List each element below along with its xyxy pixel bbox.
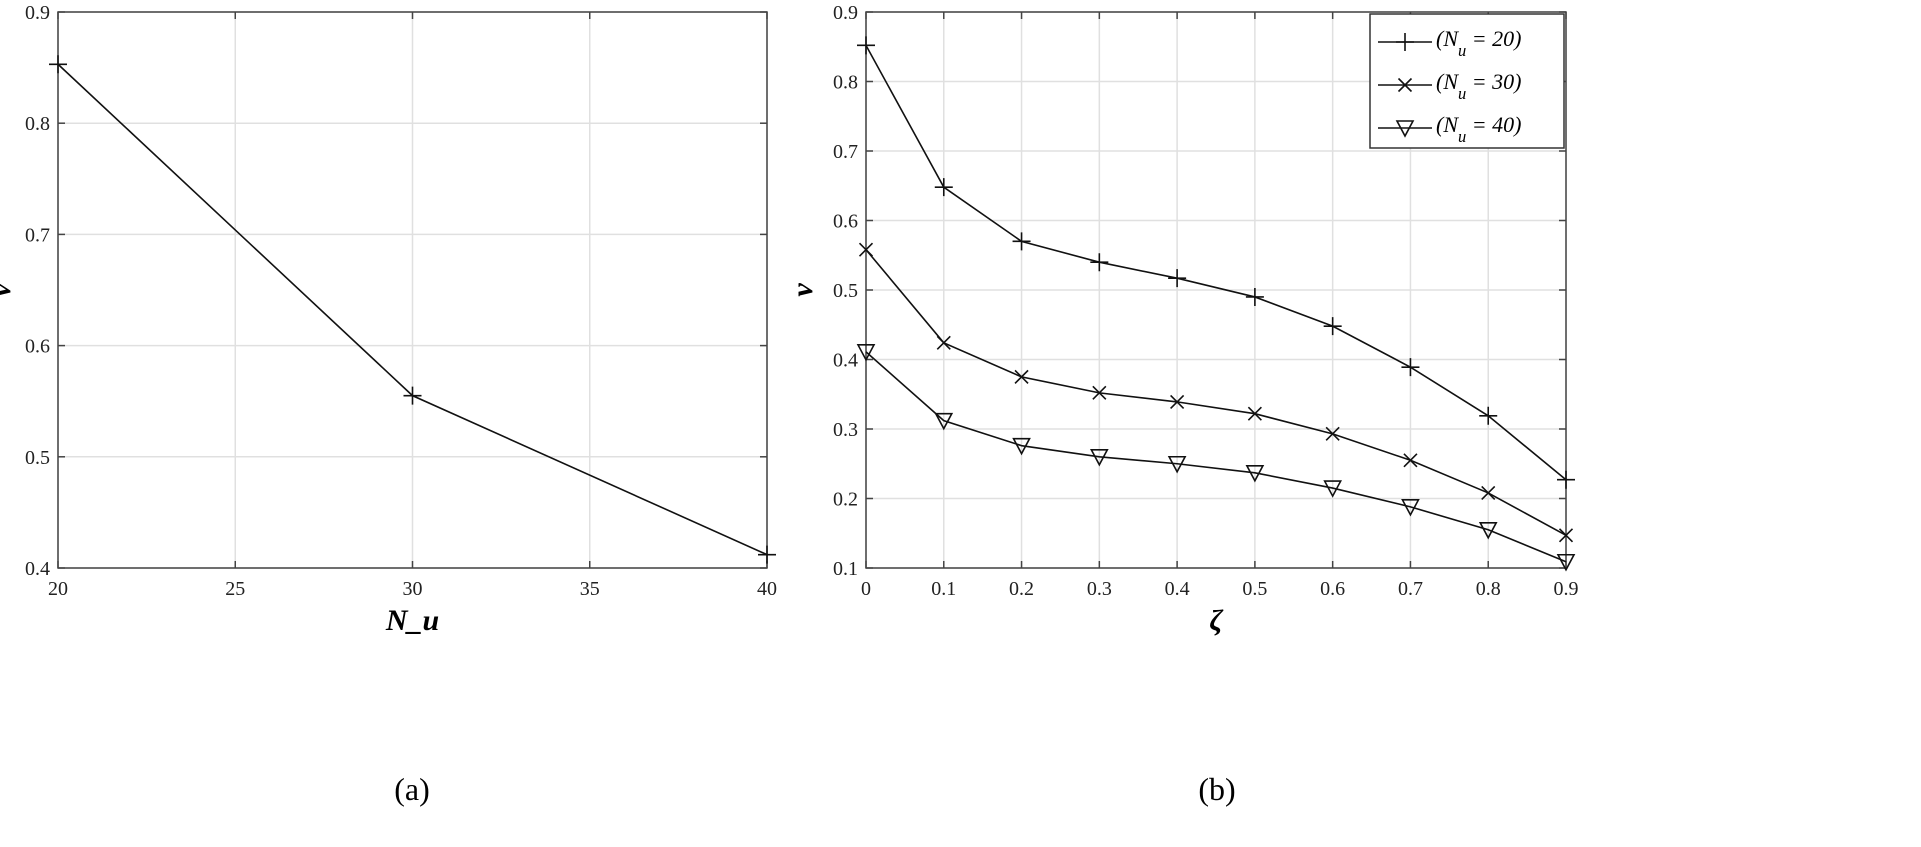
x-tick-label: 30	[403, 578, 423, 600]
panel-label: (a)	[394, 771, 430, 807]
series-1	[858, 242, 1574, 543]
cross-marker	[858, 242, 874, 257]
cross-marker	[1014, 369, 1029, 384]
x-tick-label: 0.4	[1165, 578, 1190, 600]
series-2	[856, 344, 1576, 572]
plus-marker	[1479, 406, 1498, 425]
x-tick-label: 0.9	[1554, 578, 1579, 600]
cross-marker	[1397, 77, 1413, 93]
y-tick-label: 0.8	[25, 113, 50, 135]
plus-marker	[1090, 253, 1109, 272]
y-tick-label: 0.5	[25, 447, 50, 469]
x-axis-label: N_u	[385, 604, 439, 637]
x-tick-label: 0.2	[1009, 578, 1034, 600]
legend-box	[1369, 13, 1565, 149]
cross-marker	[1092, 385, 1107, 400]
cross-marker	[1170, 394, 1185, 409]
plus-marker	[1323, 317, 1342, 336]
triangle-down-marker	[1401, 499, 1420, 517]
series-line	[865, 249, 1567, 537]
y-tick-label: 0.8	[833, 72, 858, 94]
plus-marker	[758, 545, 776, 564]
triangle-down-marker	[1556, 553, 1576, 572]
triangle-down-marker	[934, 412, 954, 431]
cross-marker	[1325, 426, 1340, 441]
triangle-down-marker	[1012, 437, 1031, 456]
y-tick-label: 0.5	[833, 280, 858, 302]
series-0	[49, 55, 776, 564]
y-tick-label: 0.6	[833, 211, 858, 233]
plus-marker	[1012, 232, 1031, 251]
cross-marker	[1481, 485, 1496, 501]
triangle-down-marker	[1478, 521, 1498, 540]
y-tick-label: 0.7	[833, 141, 858, 163]
x-tick-label: 40	[757, 578, 777, 600]
y-tick-label: 0.1	[833, 558, 858, 580]
triangle-down-marker	[1245, 464, 1265, 483]
y-tick-label: 0.7	[25, 224, 50, 246]
plus-marker	[934, 178, 953, 197]
plus-marker	[403, 386, 422, 405]
y-tick-label: 0.9	[833, 2, 858, 24]
y-tick-label: 0.9	[25, 2, 50, 24]
x-tick-label: 0.3	[1087, 578, 1112, 600]
cross-marker	[936, 335, 951, 350]
x-tick-label: 20	[48, 578, 68, 600]
triangle-down-marker	[1089, 449, 1109, 467]
plus-marker	[1401, 358, 1420, 377]
plus-marker	[49, 55, 67, 74]
plus-marker	[1396, 33, 1414, 51]
plus-marker	[1168, 269, 1187, 288]
plus-marker	[1557, 470, 1575, 489]
cross-marker	[1247, 406, 1262, 421]
triangle-down-marker	[1167, 455, 1187, 474]
plus-marker	[857, 36, 875, 55]
x-tick-label: 0.1	[931, 578, 956, 600]
x-tick-label: 35	[580, 578, 600, 600]
plus-marker	[1245, 287, 1264, 306]
x-tick-label: 0.7	[1398, 578, 1423, 600]
triangle-down-marker	[1395, 120, 1415, 138]
cross-marker	[1558, 528, 1574, 543]
x-axis-label: ζ	[1209, 604, 1224, 637]
series-line	[865, 44, 1567, 481]
triangle-down-marker	[856, 344, 876, 362]
y-tick-label: 0.6	[25, 336, 50, 358]
y-axis-label: v	[0, 283, 17, 297]
y-tick-label: 0.4	[25, 558, 50, 580]
x-tick-label: 0.5	[1242, 578, 1267, 600]
panel-label: (b)	[1198, 771, 1235, 807]
y-tick-label: 0.2	[833, 489, 858, 511]
x-tick-label: 25	[225, 578, 245, 600]
cross-marker	[1403, 453, 1418, 468]
y-tick-label: 0.4	[833, 350, 858, 372]
y-tick-label: 0.3	[833, 419, 858, 441]
chart-b: 0 0.1 0.2 0.3 0.4 0.5 0.6 0.7 0.8 0.90.10.20.30.4…	[786, 2, 1579, 807]
x-tick-label: 0.6	[1320, 578, 1345, 600]
y-axis-label: v	[786, 283, 819, 297]
series-0	[857, 36, 1575, 489]
chart-a: 20 25 30 35 40 0.4 0.5 0.6 0.7 0.8 0.9 N_u v (a)	[0, 2, 777, 807]
triangle-down-marker	[1323, 480, 1343, 498]
legend: (Nu = 20)(Nu = 30)(Nu = 40)	[1369, 13, 1565, 149]
x-tick-label: 0.8	[1476, 578, 1501, 600]
series-line	[865, 351, 1567, 563]
x-tick-label: 0	[861, 578, 871, 600]
